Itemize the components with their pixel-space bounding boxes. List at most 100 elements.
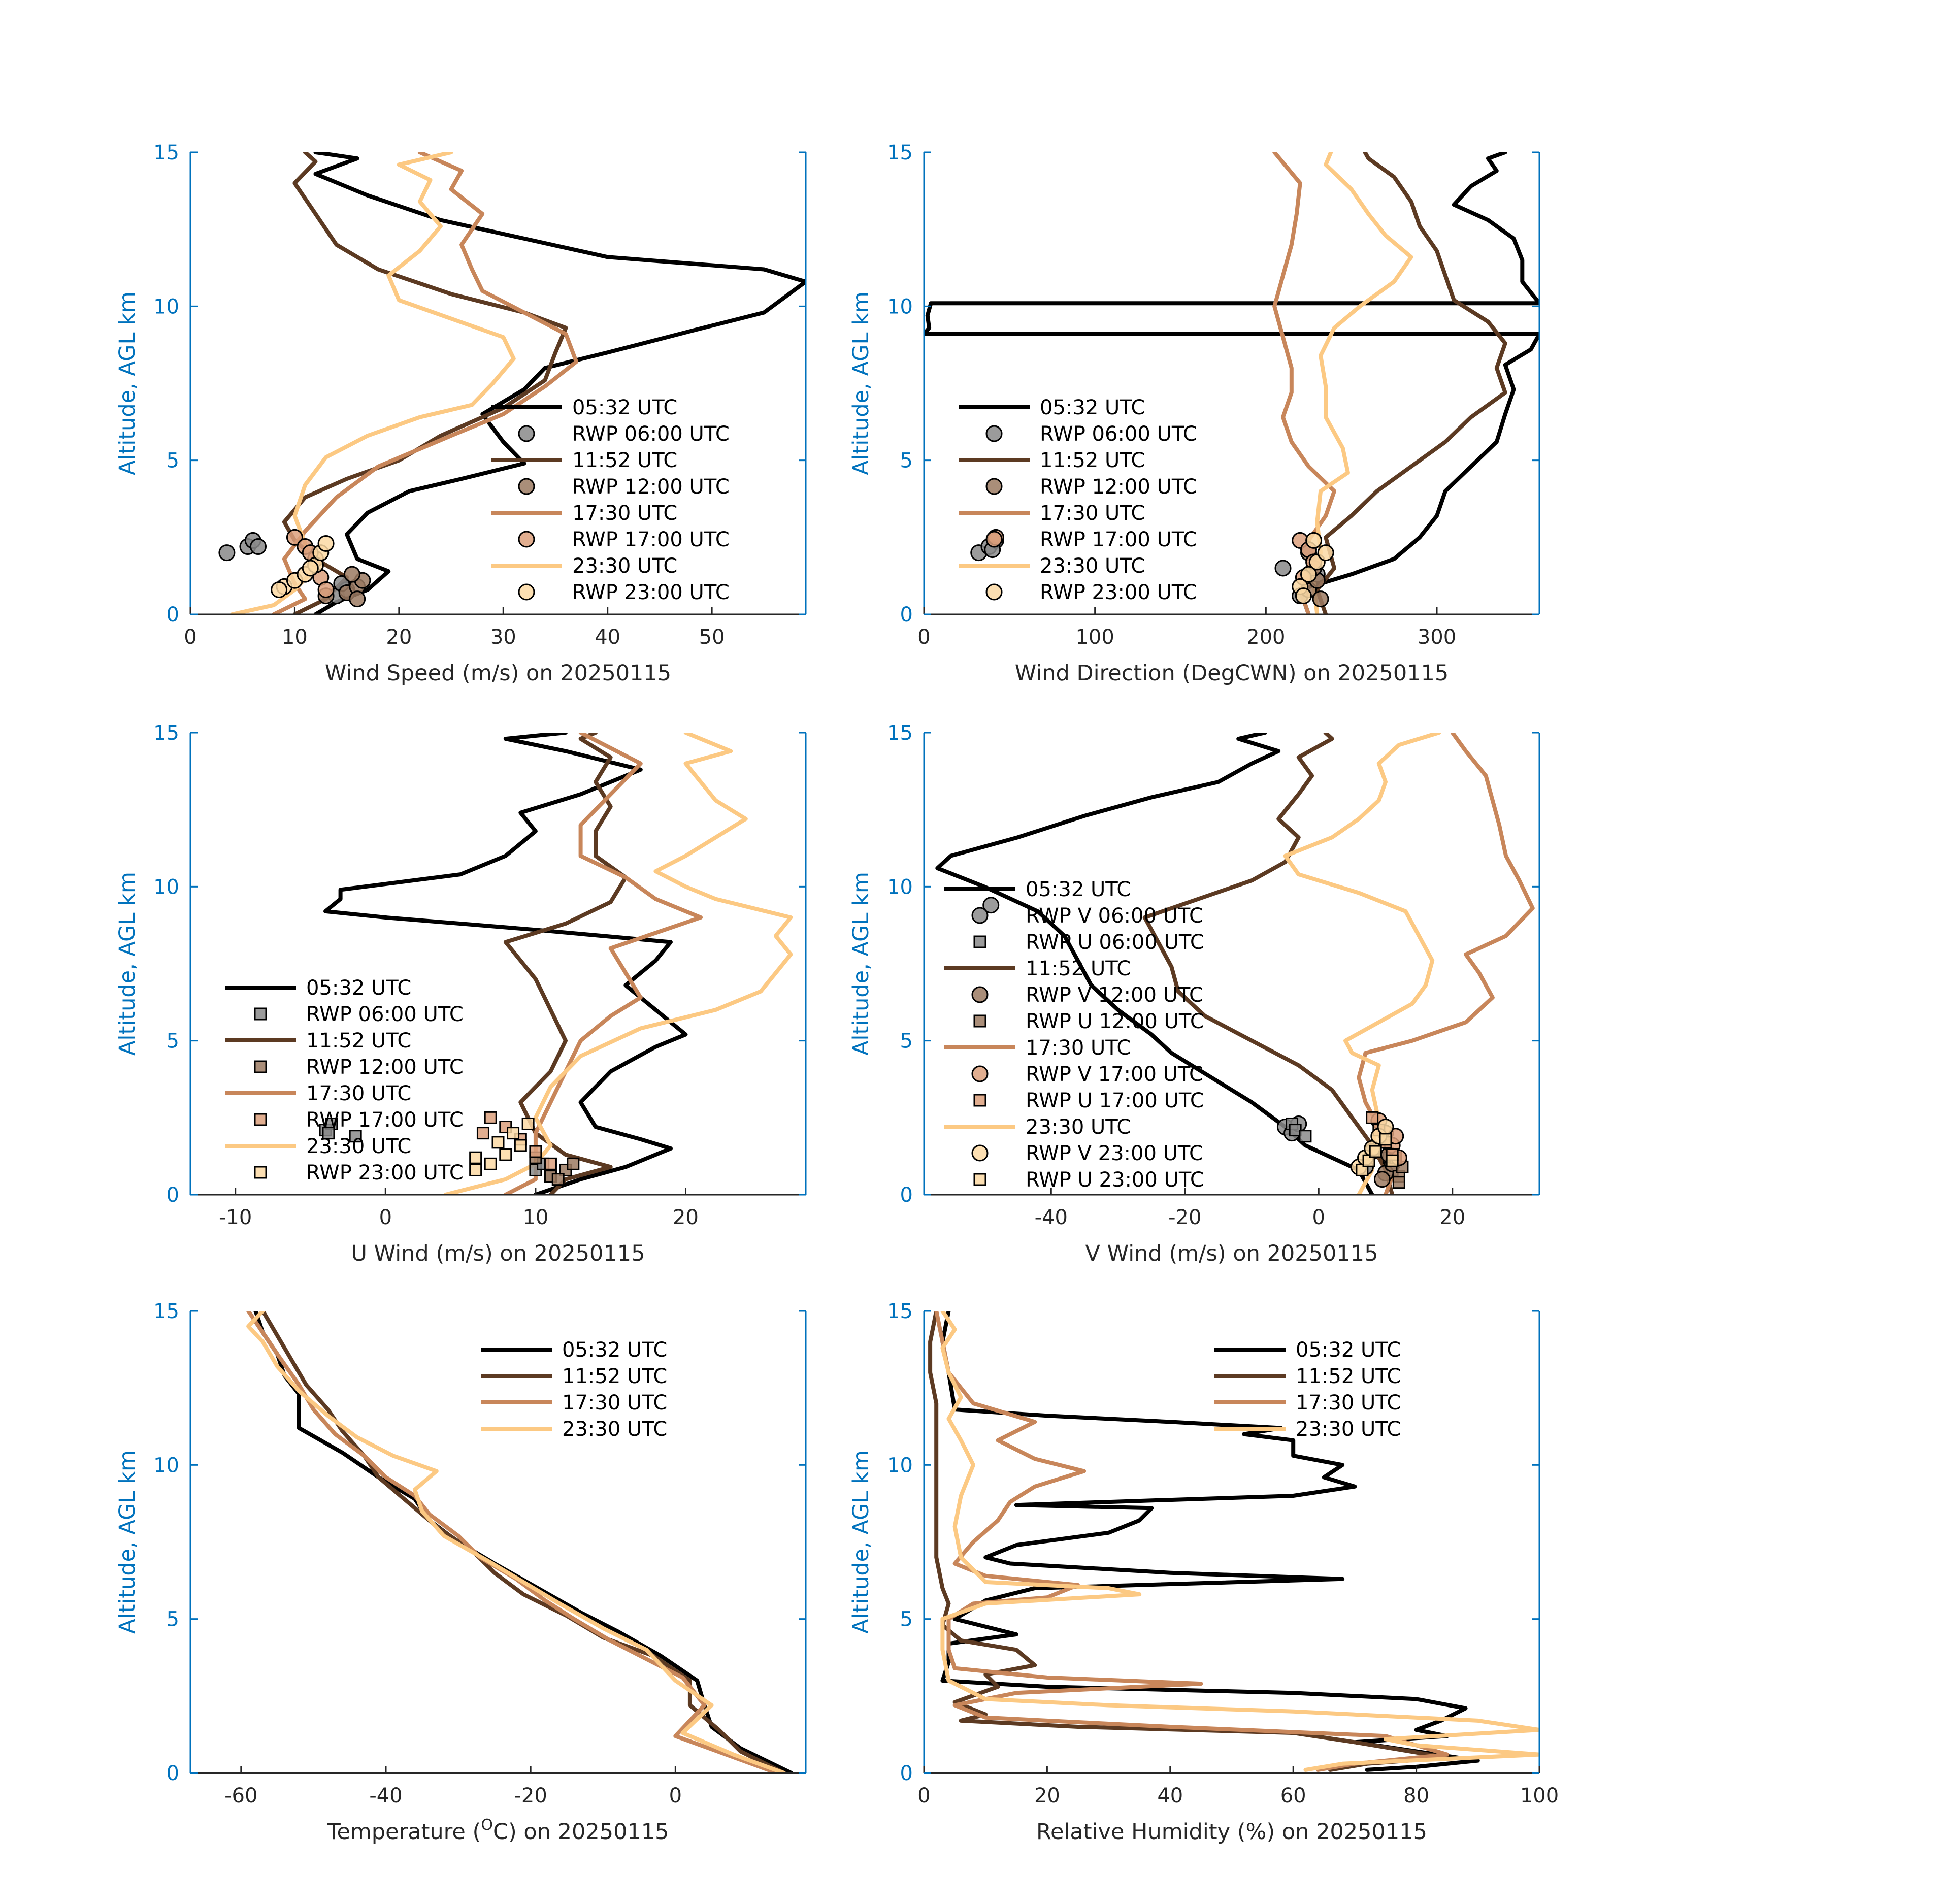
v-wind-legend-label: RWP U 17:00 UTC xyxy=(1026,1089,1204,1112)
wind-speed-x-tick-label: 50 xyxy=(699,626,725,649)
wind-speed-legend-marker xyxy=(518,531,535,548)
temperature-x-axis-label: Temperature (OC) on 20250115 xyxy=(326,1816,669,1845)
wind-direction-legend: 05:32 UTC RWP 06:00 UTC 11:52 UTC RWP 12:00… xyxy=(959,396,1197,604)
wind-direction-x-tick-label: 300 xyxy=(1418,626,1456,649)
relative-humidity-y-tick-label: 10 xyxy=(887,1454,913,1477)
wind-speed-series-line-0532 xyxy=(313,152,806,614)
u-wind-plot-area xyxy=(319,733,793,1195)
temperature-x-tick-label: -20 xyxy=(514,1784,547,1808)
wind-direction-legend-label: 05:32 UTC xyxy=(1040,396,1145,419)
v-wind-marker-point xyxy=(1373,1171,1391,1188)
u-wind-legend-label: RWP 06:00 UTC xyxy=(306,1003,464,1026)
relative-humidity-series-line-1730 xyxy=(934,1311,1450,1772)
temperature-y-tick-label: 10 xyxy=(153,1454,179,1477)
u-wind-y-tick-label: 15 xyxy=(153,721,179,745)
v-wind-y-tick-label: 0 xyxy=(900,1184,913,1207)
u-wind-marker-point xyxy=(469,1163,482,1176)
u-wind-marker-point xyxy=(499,1148,512,1161)
u-wind-series-line-2330 xyxy=(443,733,793,1195)
wind-speed-plot-area xyxy=(218,152,806,614)
relative-humidity-x-tick-label: 20 xyxy=(1034,1784,1060,1808)
u-wind-marker-point xyxy=(544,1157,557,1170)
v-wind-marker-point xyxy=(1379,1133,1392,1146)
u-wind-marker-point xyxy=(491,1136,505,1149)
temperature-x-label-tail: C) on 20250115 xyxy=(493,1819,669,1845)
wind-speed-chart: 0 10 20 30 40 50 0 5 10 15 Wind Speed (m/s) on 202… xyxy=(115,141,807,686)
u-wind-legend-label: RWP 12:00 UTC xyxy=(306,1056,464,1079)
temperature-plot-area xyxy=(246,1311,794,1773)
wind-direction-series-line-1152 xyxy=(1315,152,1507,614)
v-wind-marker-point xyxy=(1392,1176,1405,1189)
wind-speed-y-tick-label: 5 xyxy=(167,449,179,473)
wind-direction-legend-label: 11:52 UTC xyxy=(1040,449,1145,472)
v-wind-legend-label: RWP V 17:00 UTC xyxy=(1026,1063,1203,1086)
v-wind-markers-7 xyxy=(1356,1133,1399,1176)
u-wind-series-line-0532 xyxy=(323,733,688,1195)
relative-humidity-legend-label: 11:52 UTC xyxy=(1296,1365,1401,1388)
v-wind-marker-point xyxy=(1377,1119,1394,1136)
wind-speed-x-tick-label: 0 xyxy=(184,626,196,649)
wind-direction-marker-point xyxy=(1295,587,1312,605)
temperature-x-tick-label: 0 xyxy=(669,1784,682,1808)
wind-speed-legend-label: 11:52 UTC xyxy=(572,449,677,472)
wind-speed-marker-point xyxy=(218,544,236,562)
v-wind-x-tick-label: 20 xyxy=(1439,1206,1465,1229)
wind-direction-chart: 0 100 200 300 0 5 10 15 Wind Direction (DegCWN) … xyxy=(848,141,1540,686)
relative-humidity-x-tick-label: 100 xyxy=(1520,1784,1559,1808)
v-wind-marker-point xyxy=(1366,1111,1379,1124)
u-wind-legend-marker xyxy=(254,1007,267,1021)
wind-speed-legend-label: RWP 12:00 UTC xyxy=(572,475,730,499)
relative-humidity-y-axis-label: Altitude, AGL km xyxy=(848,1450,874,1634)
wind-direction-series-line-2330 xyxy=(1311,152,1413,614)
wind-direction-y-tick-label: 10 xyxy=(887,295,913,318)
wind-speed-marker-point xyxy=(286,529,303,546)
relative-humidity-legend: 05:32 UTC 11:52 UTC 17:30 UTC 23:30 UTC xyxy=(1214,1338,1401,1441)
wind-direction-x-tick-label: 200 xyxy=(1246,626,1285,649)
v-wind-x-axis-label: V Wind (m/s) on 20250115 xyxy=(1085,1241,1378,1266)
relative-humidity-legend-label: 05:32 UTC xyxy=(1296,1338,1401,1362)
wind-speed-x-tick-label: 20 xyxy=(386,626,412,649)
wind-direction-y-tick-label: 5 xyxy=(900,449,913,473)
v-wind-marker-point xyxy=(1356,1163,1369,1176)
u-wind-x-tick-label: 20 xyxy=(673,1206,699,1229)
wind-speed-legend-label: 23:30 UTC xyxy=(572,554,677,578)
wind-speed-marker-point xyxy=(250,538,267,555)
wind-direction-marker-point xyxy=(1317,544,1334,562)
wind-speed-y-tick-label: 15 xyxy=(153,141,179,165)
wind-speed-legend: 05:32 UTC RWP 06:00 UTC 11:52 UTC RWP 12:00… xyxy=(491,396,730,604)
wind-speed-markers-3 xyxy=(271,535,335,598)
v-wind-legend-label: 11:52 UTC xyxy=(1026,957,1131,980)
u-wind-series-line-1152 xyxy=(503,733,628,1195)
v-wind-legend-marker xyxy=(973,1014,986,1028)
wind-direction-legend-label: RWP 17:00 UTC xyxy=(1040,528,1197,551)
temperature-x-tick-label: -40 xyxy=(369,1784,402,1808)
u-wind-marker-point xyxy=(322,1127,335,1140)
v-wind-y-tick-label: 15 xyxy=(887,721,913,745)
wind-direction-y-tick-label: 0 xyxy=(900,603,913,627)
u-wind-marker-point xyxy=(469,1151,482,1164)
wind-speed-legend-marker xyxy=(518,583,535,601)
u-wind-x-tick-label: 10 xyxy=(522,1206,548,1229)
temperature-y-axis-label: Altitude, AGL km xyxy=(115,1450,140,1634)
u-wind-marker-point xyxy=(551,1173,565,1186)
u-wind-x-tick-label: 0 xyxy=(379,1206,392,1229)
v-wind-legend-marker xyxy=(973,1094,986,1107)
u-wind-legend-marker xyxy=(254,1166,267,1179)
v-wind-legend-label: RWP V 12:00 UTC xyxy=(1026,983,1203,1007)
u-wind-legend-label: RWP 23:00 UTC xyxy=(306,1161,464,1185)
temperature-x-label-superscript: O xyxy=(481,1816,493,1834)
wind-direction-x-tick-label: 100 xyxy=(1075,626,1114,649)
wind-speed-x-tick-label: 40 xyxy=(595,626,620,649)
temperature-y-tick-label: 15 xyxy=(153,1300,179,1323)
wind-speed-legend-marker xyxy=(518,425,535,442)
wind-direction-markers-3 xyxy=(1292,532,1334,605)
wind-speed-marker-point xyxy=(349,590,366,608)
u-wind-legend-label: 23:30 UTC xyxy=(306,1135,411,1158)
v-wind-legend-marker xyxy=(973,935,986,948)
v-wind-y-axis-label: Altitude, AGL km xyxy=(848,872,874,1056)
u-wind-legend: 05:32 UTC RWP 06:00 UTC 11:52 UTC RWP 12:00… xyxy=(225,976,464,1185)
wind-direction-marker-point xyxy=(1312,590,1329,608)
v-wind-series-line-2330 xyxy=(1283,733,1441,1195)
wind-speed-legend-label: 05:32 UTC xyxy=(572,396,677,419)
